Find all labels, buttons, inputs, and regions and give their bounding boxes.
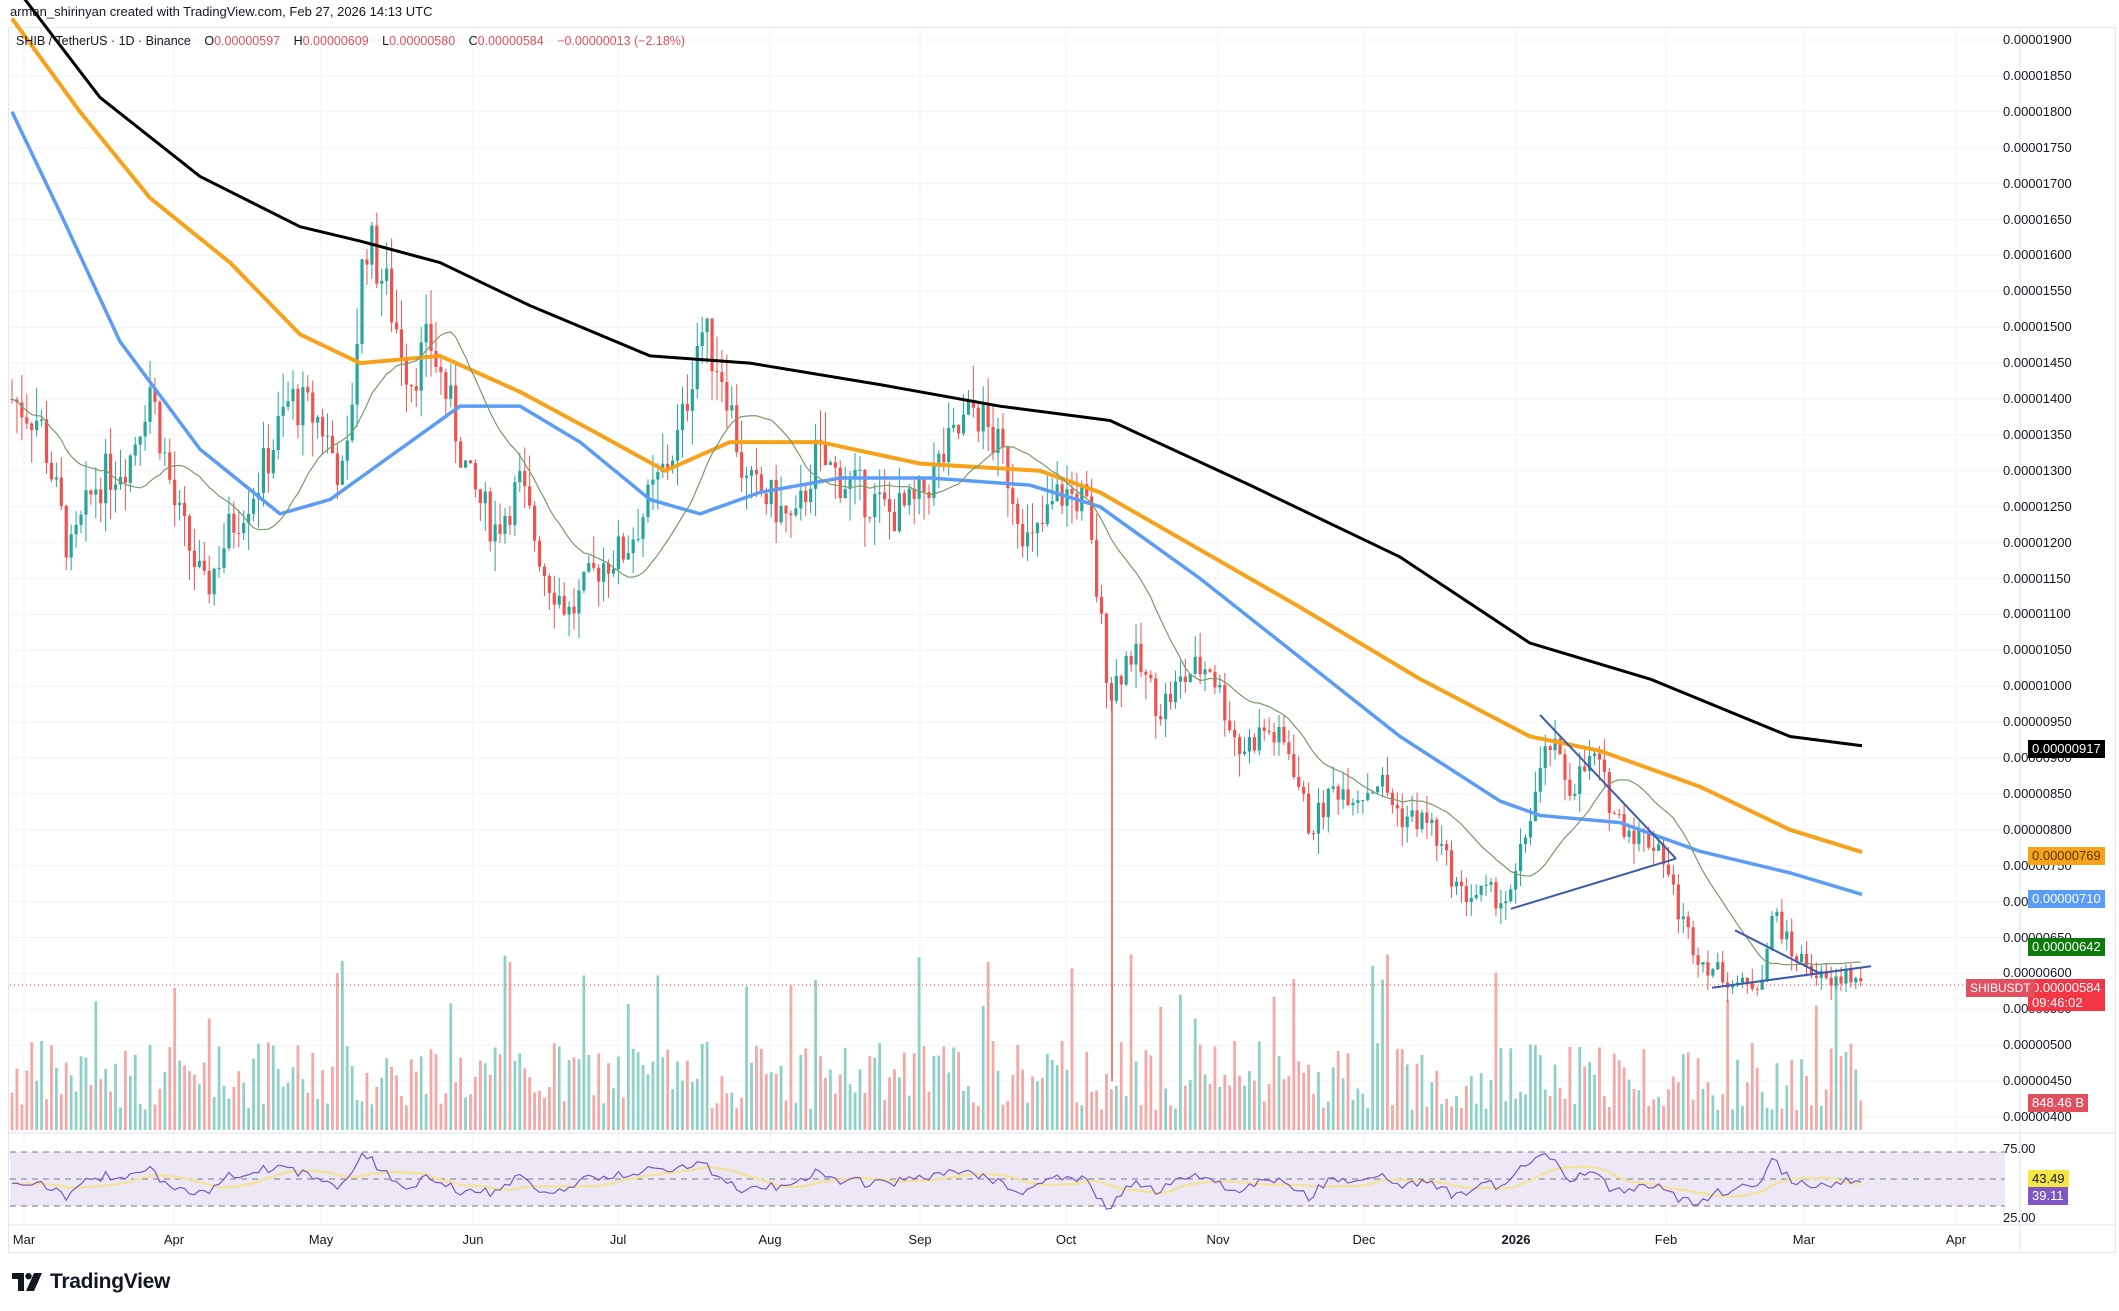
price-tick: 0.00001350 [2003, 426, 2072, 442]
ma20-price-tag: 0.00000642 [2028, 938, 2105, 956]
time-tick: Apr [163, 1232, 185, 1247]
price-tick: 0.00001550 [2003, 283, 2072, 299]
price-tick: 0.00000500 [2003, 1037, 2072, 1053]
time-tick: May [308, 1232, 334, 1247]
volume-bars [10, 954, 1863, 1130]
time-tick: Aug [758, 1232, 782, 1247]
price-tick: 0.00001800 [2003, 103, 2072, 119]
high-value: 0.00000609 [302, 34, 369, 48]
change-value: −0.00000013 (−2.18%) [557, 34, 686, 48]
price-tick: 0.00000850 [2003, 785, 2072, 801]
time-tick: Apr [1945, 1232, 1967, 1247]
grid-lines [8, 28, 2116, 1252]
price-tick: 0.00001600 [2003, 247, 2072, 263]
bar-countdown: 09:46:02 [2032, 995, 2083, 1010]
time-tick: 2026 [1501, 1232, 1531, 1247]
price-tick: 0.00001650 [2003, 211, 2072, 227]
symbol-name: SHIB / TetherUS · 1D · Binance [16, 34, 191, 48]
price-tick: 0.00001500 [2003, 319, 2072, 335]
time-tick: Mar [12, 1232, 36, 1247]
price-tick: 0.00001900 [2003, 32, 2072, 47]
symbol-price-tag: SHIBUSDT [1966, 979, 2035, 997]
price-tick: 0.00001750 [2003, 139, 2072, 155]
open-value: 0.00000597 [214, 34, 281, 48]
volume-tag: 848.46 B [2028, 1094, 2089, 1112]
rsi-tick-75: 75.00 [2003, 1141, 2036, 1156]
price-tick: 0.00001250 [2003, 498, 2072, 514]
price-tick: 0.00001050 [2003, 642, 2072, 658]
candlesticks [10, 212, 2020, 1082]
price-tick: 0.00000450 [2003, 1073, 2072, 1089]
close-value: 0.00000584 [477, 34, 544, 48]
time-tick: Dec [1352, 1232, 1376, 1247]
low-label: L [382, 34, 390, 48]
last-price-tag: 0.00000584 09:46:02 [2028, 979, 2105, 1011]
price-tick: 0.00001150 [2003, 570, 2071, 586]
price-tick: 0.00000800 [2003, 821, 2072, 837]
rsi-tick-25: 25.00 [2003, 1210, 2036, 1225]
brand-name: TradingView [50, 1270, 171, 1293]
last-price-value: 0.00000584 [2032, 980, 2101, 995]
time-tick: Sep [908, 1232, 932, 1247]
high-label: H [293, 34, 303, 48]
time-tick: Feb [1654, 1232, 1678, 1247]
trendlines [1510, 714, 1872, 989]
open-label: O [204, 34, 215, 48]
time-tick: Jun [462, 1232, 484, 1247]
ma200-price-tag: 0.00000917 [2028, 740, 2105, 758]
price-tick: 0.00001400 [2003, 391, 2072, 406]
rsi-pane [10, 1151, 2005, 1210]
time-tick: Oct [1055, 1232, 1077, 1247]
price-tick: 0.00000600 [2003, 965, 2072, 981]
chart-credit: arman_shirinyan created with TradingView… [10, 4, 433, 19]
symbol-legend: SHIB / TetherUS · 1D · Binance O0.000005… [16, 34, 685, 48]
ma100-price-tag: 0.00000769 [2028, 847, 2105, 865]
time-tick: Jul [609, 1232, 627, 1247]
rsi-ma-tag: 43.49 [2028, 1170, 2069, 1188]
rsi-value-tag: 39.11 [2028, 1187, 2068, 1205]
price-tick: 0.00001200 [2003, 534, 2072, 550]
chart-frame [8, 27, 2116, 1253]
ma50-price-tag: 0.00000710 [2028, 890, 2105, 908]
tradingview-logo[interactable]: TradingView [12, 1270, 170, 1294]
time-tick: Mar [1792, 1232, 1816, 1247]
price-tick: 0.00001700 [2003, 175, 2072, 191]
price-tick: 0.00001300 [2003, 462, 2072, 478]
price-tick: 0.00000950 [2003, 714, 2072, 730]
tradingview-logo-icon [12, 1273, 42, 1291]
price-tick: 0.00001100 [2003, 606, 2071, 622]
time-tick: Nov [1206, 1232, 1230, 1247]
moving-averages [10, 0, 1863, 966]
close-label: C [468, 34, 478, 48]
price-tick: 0.00001000 [2003, 678, 2072, 694]
price-tick: 0.00001450 [2003, 355, 2072, 371]
price-tick: 0.00001850 [2003, 67, 2072, 83]
price-tick: 0.00000400 [2003, 1109, 2072, 1124]
low-value: 0.00000580 [389, 34, 456, 48]
